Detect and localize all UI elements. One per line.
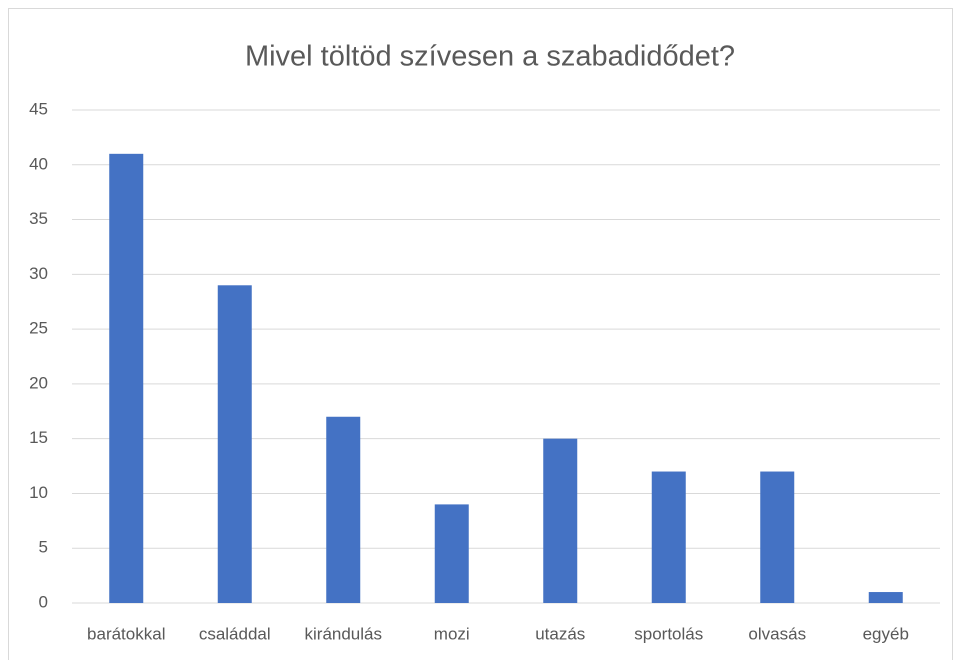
bar <box>217 285 252 603</box>
chart-border <box>8 8 953 660</box>
bar <box>326 416 361 603</box>
bar <box>651 471 686 603</box>
y-tick-label: 30 <box>29 264 48 283</box>
y-tick-label: 15 <box>29 428 48 447</box>
y-tick-label: 45 <box>29 99 48 118</box>
x-tick-label: barátokkal <box>87 624 165 643</box>
bar <box>543 438 578 603</box>
y-tick-label: 10 <box>29 483 48 502</box>
x-tick-label: sportolás <box>634 624 703 643</box>
bar <box>868 592 903 603</box>
chart-title: Mivel töltöd szívesen a szabadidődet? <box>245 41 735 73</box>
y-tick-label: 35 <box>29 209 48 228</box>
x-tick-label: egyéb <box>863 624 909 643</box>
x-tick-label: mozi <box>434 624 470 643</box>
x-tick-label: családdal <box>199 624 271 643</box>
bar <box>760 471 795 603</box>
bar <box>109 153 144 604</box>
y-tick-label: 40 <box>29 154 48 173</box>
y-tick-label: 20 <box>29 373 48 392</box>
x-tick-label: kirándulás <box>305 624 383 643</box>
x-tick-label: olvasás <box>748 624 806 643</box>
y-tick-label: 0 <box>39 592 48 611</box>
y-tick-label: 5 <box>39 538 48 557</box>
x-tick-label: utazás <box>535 624 585 643</box>
bar <box>434 504 469 603</box>
y-tick-label: 25 <box>29 319 48 338</box>
